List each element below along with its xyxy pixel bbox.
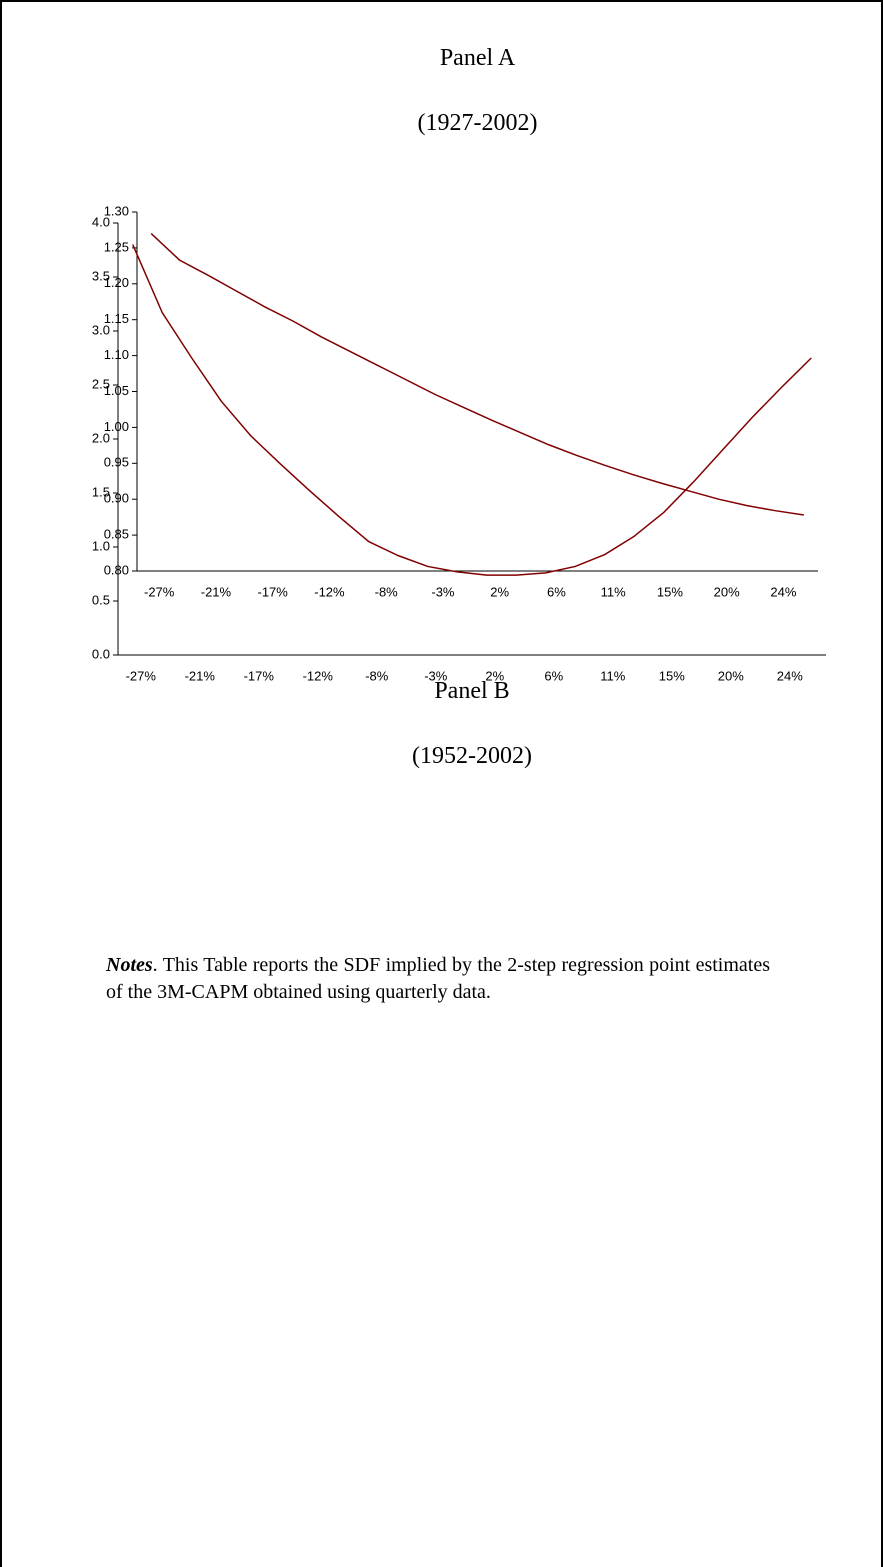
x-tick-label: -3% (431, 584, 455, 599)
chart-subtitle: (1927-2002) (418, 110, 538, 136)
y-tick-label: 1.00 (104, 419, 129, 434)
x-tick-label: 6% (544, 668, 563, 683)
y-tick-label: 1.10 (104, 347, 129, 362)
y-tick-label: 1.25 (104, 239, 129, 254)
notes-label: Notes (106, 954, 153, 976)
x-tick-label: 2% (485, 668, 504, 683)
x-tick-label: -17% (244, 668, 275, 683)
x-tick-label: -12% (314, 584, 345, 599)
y-tick-label: 1.20 (104, 275, 129, 290)
x-tick-label: 24% (777, 668, 803, 683)
x-tick-label: 2% (490, 584, 509, 599)
data-line (132, 244, 812, 576)
x-tick-label: -8% (375, 584, 399, 599)
x-tick-label: -21% (185, 668, 216, 683)
x-tick-label: 24% (770, 584, 796, 599)
y-tick-label: 0.80 (104, 562, 129, 577)
y-tick-label: 0.95 (104, 455, 129, 470)
notes-text: . This Table reports the SDF implied by … (106, 954, 770, 1003)
y-tick-label: 3.0 (92, 322, 110, 337)
y-tick-label: 0.0 (92, 646, 110, 661)
y-tick-label: 2.5 (92, 376, 110, 391)
data-line (150, 232, 804, 516)
y-tick-label: 1.5 (92, 484, 110, 499)
y-tick-label: 1.30 (104, 203, 129, 218)
y-tick-label: 1.15 (104, 311, 129, 326)
x-tick-label: -8% (365, 668, 389, 683)
x-tick-label: 15% (659, 668, 685, 683)
x-tick-label: -17% (258, 584, 289, 599)
y-tick-label: 1.05 (104, 383, 129, 398)
x-tick-label: 6% (547, 584, 566, 599)
x-tick-label: 15% (657, 584, 683, 599)
y-tick-label: 2.0 (92, 430, 110, 445)
y-tick-label: 4.0 (92, 214, 110, 229)
x-tick-label: -27% (126, 668, 157, 683)
x-tick-label: 11% (601, 584, 626, 599)
y-tick-label: 0.90 (104, 491, 129, 506)
chart-subtitle: (1952-2002) (412, 743, 532, 769)
notes: Notes. This Table reports the SDF implie… (106, 952, 770, 1006)
y-tick-label: 3.5 (92, 268, 110, 283)
chart-title: Panel B (434, 678, 509, 704)
x-tick-label: -21% (201, 584, 232, 599)
y-tick-label: 0.85 (104, 527, 129, 542)
x-tick-label: 11% (600, 668, 625, 683)
chart-title: Panel A (440, 45, 516, 71)
y-tick-label: 1.0 (92, 538, 110, 553)
x-tick-label: 20% (714, 584, 740, 599)
x-tick-label: -12% (303, 668, 334, 683)
x-tick-label: 20% (718, 668, 744, 683)
x-tick-label: -27% (144, 584, 175, 599)
x-tick-label: -3% (424, 668, 448, 683)
y-tick-label: 0.5 (92, 592, 110, 607)
